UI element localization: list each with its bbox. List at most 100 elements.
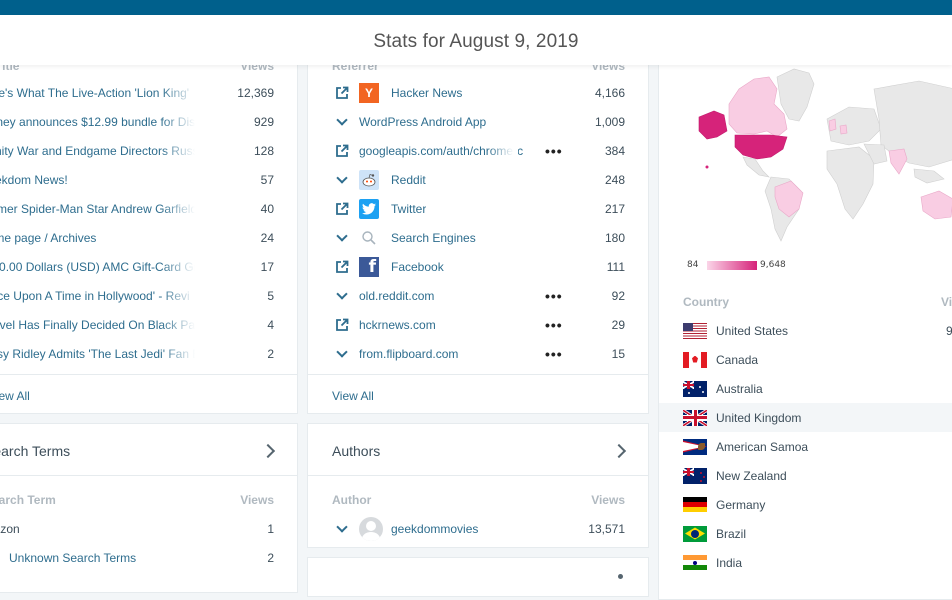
referrer-row[interactable]: Reddit 248 <box>308 165 648 194</box>
country-name: Brazil <box>716 526 747 541</box>
referrer-row[interactable]: f Facebook 111 <box>308 252 648 281</box>
country-row: Brazil <box>659 519 952 548</box>
chevron-right-icon[interactable] <box>260 443 276 459</box>
referrer-label[interactable]: from.flipboard.com <box>359 346 459 361</box>
search-terms-title: Search Terms <box>0 443 71 459</box>
post-views: 12,369 <box>237 85 274 100</box>
post-title[interactable]: Marvel Has Finally Decided On Black Pan <box>0 317 197 332</box>
post-row[interactable]: Geekdom News! 57 <box>0 165 297 194</box>
country-name: New Zealand <box>716 468 787 483</box>
more-options-icon[interactable]: ••• <box>545 142 563 159</box>
referrer-label[interactable]: googleapis.com/auth/chrome-c <box>359 143 524 158</box>
referrer-row[interactable]: googleapis.com/auth/chrome-c ••• 384 <box>308 136 648 165</box>
referrer-label[interactable]: old.reddit.com <box>359 288 435 303</box>
referrer-label[interactable]: Hacker News <box>391 85 463 100</box>
country-name: Australia <box>716 381 763 396</box>
col-header-views: Views <box>591 493 625 507</box>
post-views: 57 <box>260 172 274 187</box>
referrer-label[interactable]: hckrnews.com <box>359 317 436 332</box>
post-row[interactable]: Infinity War and Endgame Directors Russo… <box>0 136 297 165</box>
post-views: 5 <box>267 288 274 303</box>
post-row[interactable]: Here's What The Live-Action 'Lion King' … <box>0 78 297 107</box>
referrer-views: 217 <box>604 201 625 216</box>
referrer-row[interactable]: old.reddit.com ••• 92 <box>308 281 648 310</box>
referrer-views: 29 <box>611 317 625 332</box>
external-link-icon[interactable] <box>335 144 349 158</box>
referrer-label[interactable]: WordPress Android App <box>359 114 487 129</box>
author-name[interactable]: geekdommovies <box>391 521 479 536</box>
referrer-row[interactable]: WordPress Android App 1,009 <box>308 107 648 136</box>
referrer-label[interactable]: Reddit <box>391 172 426 187</box>
referrer-label[interactable]: Twitter <box>391 201 427 216</box>
search-term-views: 1 <box>267 521 274 536</box>
country-name: India <box>716 555 743 570</box>
chevron-down-icon[interactable] <box>335 289 349 303</box>
chevron-right-icon[interactable] <box>611 443 627 459</box>
referrers-panel: Referrer Views Y Hacker News 4,166 WordPres… <box>307 40 649 414</box>
search-term-row[interactable]: Unknown Search Terms 2 <box>0 543 297 572</box>
col-header-views: Views <box>941 295 952 309</box>
more-options-icon[interactable]: ••• <box>545 316 563 333</box>
referrer-row[interactable]: Search Engines 180 <box>308 223 648 252</box>
more-options-icon[interactable]: ••• <box>545 345 563 362</box>
post-row[interactable]: Marvel Has Finally Decided On Black Pan 4 <box>0 310 297 339</box>
search-term-row: amazon 1 <box>0 514 297 543</box>
referrer-views: 1,009 <box>594 114 625 129</box>
post-title[interactable]: Disney announces $12.99 bundle for Disne… <box>0 114 197 129</box>
col-header-search-term: Search Term <box>0 493 56 507</box>
country-row: India <box>659 548 952 577</box>
referrer-row[interactable]: Y Hacker News 4,166 <box>308 78 648 107</box>
external-link-icon[interactable] <box>335 260 349 274</box>
post-row[interactable]: 'Once Upon A Time in Hollywood' - Revi 5 <box>0 281 297 310</box>
referrer-views: 92 <box>611 288 625 303</box>
external-link-icon[interactable] <box>335 86 349 100</box>
col-header-country: Country <box>683 295 729 309</box>
referrers-view-all-link[interactable]: View All <box>332 389 374 403</box>
referrer-row[interactable]: from.flipboard.com ••• 15 <box>308 339 648 368</box>
flag-us-icon <box>683 322 707 339</box>
post-title[interactable]: Former Spider-Man Star Andrew Garfield <box>0 201 197 216</box>
world-map[interactable] <box>659 59 952 259</box>
referrer-label[interactable]: Search Engines <box>391 230 476 245</box>
country-row: American Samoa <box>659 432 952 461</box>
chevron-down-icon[interactable] <box>335 173 349 187</box>
post-title[interactable]: Here's What The Live-Action 'Lion King' <box>0 85 190 100</box>
referrer-views: 248 <box>604 172 625 187</box>
more-options-icon[interactable]: ••• <box>545 287 563 304</box>
post-row[interactable]: Disney announces $12.99 bundle for Disne… <box>0 107 297 136</box>
authors-title: Authors <box>332 443 381 459</box>
post-title[interactable]: 'Once Upon A Time in Hollywood' - Revi <box>0 288 190 303</box>
chevron-down-icon[interactable] <box>335 347 349 361</box>
post-row[interactable]: Home page / Archives 24 <box>0 223 297 252</box>
search-term-label[interactable]: Unknown Search Terms <box>9 550 137 565</box>
author-row[interactable]: geekdommovies 13,571 <box>308 514 648 543</box>
referrer-row[interactable]: Twitter 217 <box>308 194 648 223</box>
referrer-label[interactable]: Facebook <box>391 259 444 274</box>
flag-au-icon <box>683 380 707 397</box>
post-title[interactable]: Infinity War and Endgame Directors Russo <box>0 143 197 158</box>
post-row[interactable]: $100.00 Dollars (USD) AMC Gift-Card Give… <box>0 252 297 281</box>
post-title[interactable]: Home page / Archives <box>0 230 97 245</box>
country-row: Canada <box>659 345 952 374</box>
post-row[interactable]: Former Spider-Man Star Andrew Garfield 40 <box>0 194 297 223</box>
chevron-down-icon[interactable] <box>335 115 349 129</box>
referrer-views: 15 <box>611 346 625 361</box>
post-title[interactable]: Daisy Ridley Admits 'The Last Jedi' Fan … <box>0 346 197 361</box>
referrer-row[interactable]: hckrnews.com ••• 29 <box>308 310 648 339</box>
external-link-icon[interactable] <box>335 202 349 216</box>
reddit-icon <box>359 169 379 190</box>
hacker-news-icon: Y <box>359 82 379 103</box>
flag-in-icon <box>683 554 707 571</box>
legend-gradient <box>707 261 757 270</box>
external-link-icon[interactable] <box>335 318 349 332</box>
page-title: Stats for August 9, 2019 <box>373 31 579 52</box>
posts-view-all-link[interactable]: View All <box>0 389 30 403</box>
chevron-down-icon[interactable] <box>335 522 349 536</box>
chevron-down-icon[interactable] <box>335 231 349 245</box>
post-row[interactable]: Daisy Ridley Admits 'The Last Jedi' Fan … <box>0 339 297 368</box>
post-title[interactable]: $100.00 Dollars (USD) AMC Gift-Card Give <box>0 259 197 274</box>
search-terms-panel: Search Terms Search Term Views amazon 1 … <box>0 423 298 593</box>
avatar <box>359 516 383 541</box>
post-title[interactable]: Geekdom News! <box>0 172 68 187</box>
country-row: Australia <box>659 374 952 403</box>
